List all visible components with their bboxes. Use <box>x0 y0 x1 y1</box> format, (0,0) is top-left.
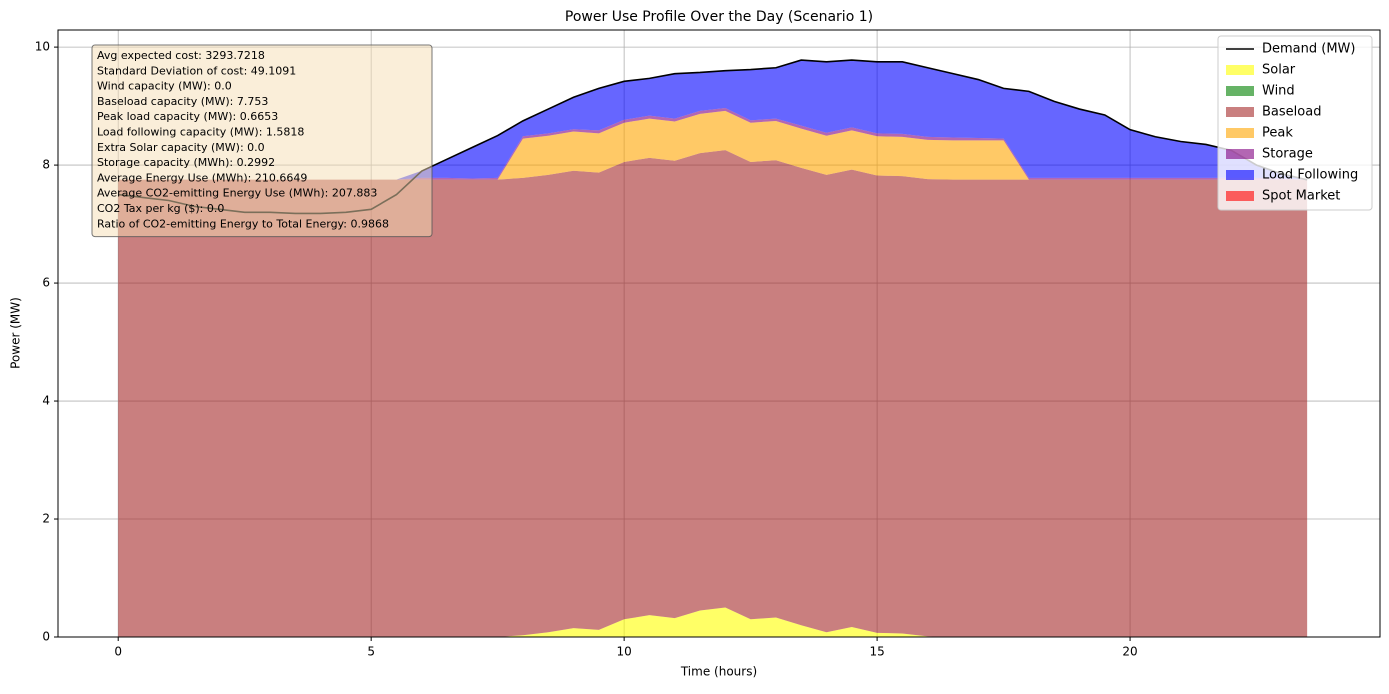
annotation-line: Average Energy Use (MWh): 210.6649 <box>97 171 307 184</box>
legend-swatch <box>1226 65 1254 75</box>
annotation-line: Wind capacity (MW): 0.0 <box>97 80 232 93</box>
x-tick-label: 0 <box>114 645 122 659</box>
legend-swatch <box>1226 128 1254 138</box>
annotation-line: Load following capacity (MW): 1.5818 <box>97 126 304 139</box>
x-tick-label: 20 <box>1122 645 1137 659</box>
y-axis-label: Power (MW) <box>9 297 23 369</box>
legend-label: Wind <box>1262 84 1295 99</box>
legend-label: Storage <box>1262 147 1313 162</box>
y-tick-label: 8 <box>42 158 50 172</box>
annotation-line: Standard Deviation of cost: 49.1091 <box>97 64 296 77</box>
x-tick-label: 10 <box>616 645 631 659</box>
y-tick-label: 2 <box>42 512 50 526</box>
legend-label: Demand (MW) <box>1262 42 1355 57</box>
annotation-box <box>91 44 433 238</box>
annotation-line: Average CO2-emitting Energy Use (MWh): 2… <box>97 187 377 200</box>
y-tick-label: 6 <box>42 276 50 290</box>
annotation-line: Ratio of CO2-emitting Energy to Total En… <box>97 217 389 230</box>
x-tick-label: 5 <box>367 645 375 659</box>
legend-swatch <box>1226 149 1254 159</box>
annotation-line: Extra Solar capacity (MW): 0.0 <box>97 141 265 154</box>
legend-label: Load Following <box>1262 168 1358 183</box>
legend-label: Baseload <box>1262 105 1321 120</box>
area <box>118 150 1308 637</box>
annotation-line: Storage capacity (MWh): 0.2992 <box>97 156 275 169</box>
plot-frame <box>57 29 1381 638</box>
legend-label: Peak <box>1262 126 1293 141</box>
area <box>118 60 1308 180</box>
legend-box <box>1217 35 1373 211</box>
area <box>118 607 1308 637</box>
annotation-line: Peak load capacity (MW): 0.6653 <box>97 110 278 123</box>
legend-swatch <box>1226 107 1254 117</box>
annotation-line: CO2 Tax per kg ($): 0.0 <box>97 202 224 215</box>
area <box>118 110 1308 180</box>
chart-title: Power Use Profile Over the Day (Scenario… <box>565 9 873 25</box>
y-tick-label: 10 <box>35 40 50 54</box>
x-axis-label: Time (hours) <box>680 665 757 679</box>
annotation-line: Avg expected cost: 3293.7218 <box>97 49 265 62</box>
legend-label: Solar <box>1262 63 1296 78</box>
x-tick-label: 15 <box>869 645 884 659</box>
legend-swatch <box>1226 86 1254 96</box>
annotation-line: Baseload capacity (MW): 7.753 <box>97 95 268 108</box>
legend-swatch <box>1226 170 1254 180</box>
legend-swatch <box>1226 191 1254 201</box>
legend-label: Spot Market <box>1262 189 1340 204</box>
y-tick-label: 0 <box>42 630 50 644</box>
y-tick-label: 4 <box>42 394 50 408</box>
